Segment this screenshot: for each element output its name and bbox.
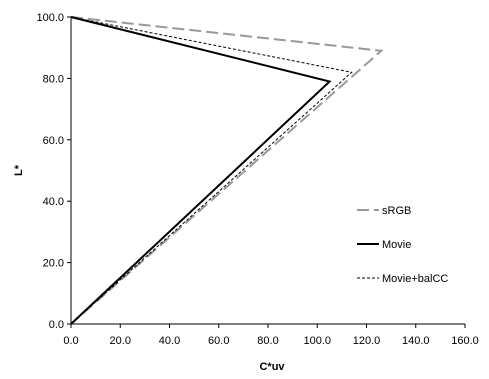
y-tick-label: 100.0 <box>36 12 64 24</box>
x-tick-label: 0.0 <box>63 335 78 347</box>
y-tick-label: 40.0 <box>43 196 64 208</box>
x-tick-label: 140.0 <box>402 335 430 347</box>
series-line-movie <box>70 16 332 325</box>
series-layer <box>70 16 384 325</box>
y-tick-label: 0.0 <box>49 319 64 331</box>
y-tick-label: 20.0 <box>43 258 64 270</box>
series-line-movie-balcc <box>70 16 353 325</box>
x-tick-label: 120.0 <box>353 335 381 347</box>
legend: sRGB Movie Movie+balCC <box>357 205 448 285</box>
x-tick-label: 40.0 <box>159 335 180 347</box>
x-tick-label: 60.0 <box>208 335 229 347</box>
x-axis-title: C*uv <box>259 361 285 373</box>
legend-label: Movie+balCC <box>382 273 448 285</box>
y-axis-title: L* <box>13 164 25 176</box>
series-line-srgb <box>70 16 384 325</box>
axes: 0.0 20.0 40.0 60.0 80.0 100.0 0.0 20.0 40.0 60.0 8… <box>36 12 478 347</box>
y-tick-label: 80.0 <box>43 73 64 85</box>
legend-label: sRGB <box>382 205 411 217</box>
legend-label: Movie <box>382 239 411 251</box>
x-tick-label: 160.0 <box>451 335 479 347</box>
x-tick-label: 100.0 <box>303 335 331 347</box>
x-tick-label: 20.0 <box>110 335 131 347</box>
x-tick-label: 80.0 <box>257 335 278 347</box>
y-tick-label: 60.0 <box>43 135 64 147</box>
